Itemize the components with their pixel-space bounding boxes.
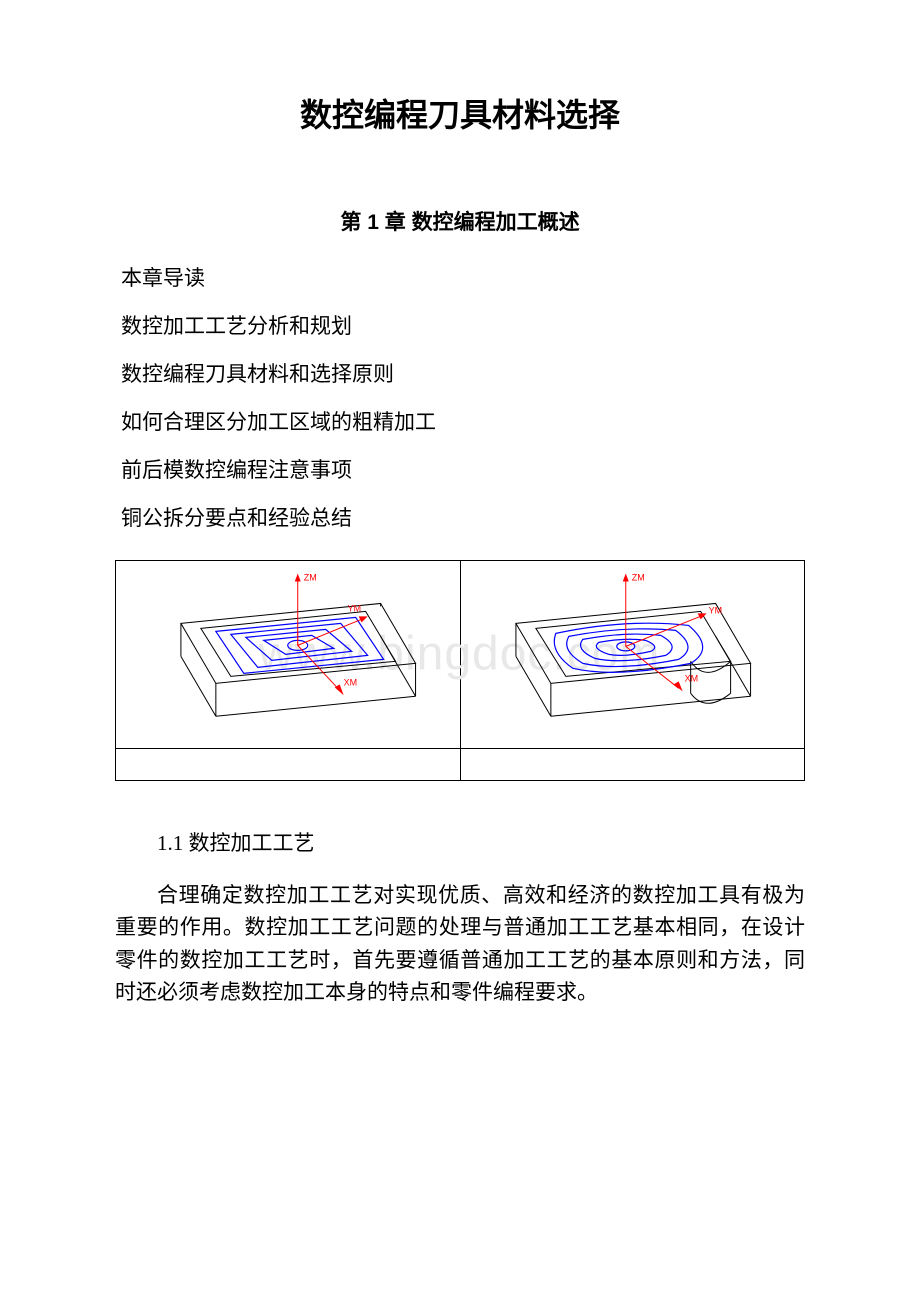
diagram-cell-right: ZM YM XM: [460, 561, 805, 749]
bullet-item: 前后模数控编程注意事项: [115, 454, 805, 484]
diagram-cell-left: www.bingdoc.com: [116, 561, 461, 749]
left-diagram-svg: ZM YM XM: [116, 561, 460, 748]
diagram-caption-left: [116, 748, 461, 780]
bullet-item: 数控加工工艺分析和规划: [115, 310, 805, 340]
chapter-heading: 第 1 章 数控编程加工概述: [115, 206, 805, 236]
section-heading: 1.1 数控加工工艺: [115, 827, 805, 857]
diagram-table: www.bingdoc.com: [115, 560, 805, 781]
bullet-item: 铜公拆分要点和经验总结: [115, 502, 805, 532]
axis-label-ym: YM: [348, 603, 361, 613]
bullet-item: 数控编程刀具材料和选择原则: [115, 358, 805, 388]
document-title: 数控编程刀具材料选择: [115, 90, 805, 136]
axis-label-ym: YM: [708, 605, 721, 615]
body-paragraph: 合理确定数控加工工艺对实现优质、高效和经济的数控加工具有极为重要的作用。数控加工…: [115, 879, 805, 1009]
axis-label-zm: ZM: [631, 572, 644, 582]
axis-label-xm: XM: [684, 673, 697, 683]
axis-label-zm: ZM: [304, 572, 317, 582]
intro-label: 本章导读: [115, 262, 805, 292]
diagram-caption-right: [460, 748, 805, 780]
bullet-item: 如何合理区分加工区域的粗精加工: [115, 406, 805, 436]
right-diagram-svg: ZM YM XM: [461, 561, 805, 748]
axis-label-xm: XM: [344, 677, 357, 687]
